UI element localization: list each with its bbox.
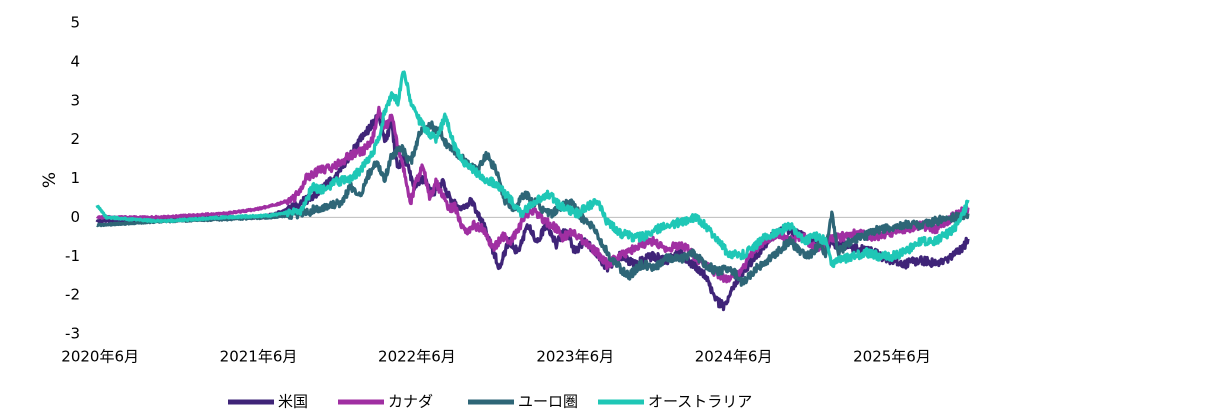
x-tick-label: 2020年6月: [61, 348, 139, 366]
x-tick-label: 2025年6月: [853, 348, 931, 366]
legend-label: オーストラリア: [648, 393, 752, 411]
y-tick-label: 1: [70, 169, 80, 187]
series-lines: [95, 70, 970, 312]
y-tick-label: 0: [70, 208, 80, 226]
legend-label: 米国: [278, 393, 308, 411]
y-tick-label: -2: [65, 286, 80, 304]
y-tick-label: 5: [70, 14, 80, 32]
x-tick-label: 2024年6月: [695, 348, 773, 366]
legend-label: ユーロ圏: [518, 393, 578, 411]
y-tick-label: 2: [70, 130, 80, 148]
x-axis-ticks: 2020年6月 2021年6月 2022年6月 2023年6月 2024年6月 2025年…: [61, 348, 931, 366]
x-tick-label: 2021年6月: [220, 348, 298, 366]
y-tick-label: 3: [70, 91, 80, 109]
y-axis-label: %: [40, 172, 60, 188]
legend-label: カナダ: [388, 393, 433, 411]
x-tick-label: 2022年6月: [378, 348, 456, 366]
legend: 米国 カナダ ユーロ圏 オーストラリア: [228, 393, 752, 411]
series-line-3: [95, 70, 970, 269]
y-tick-label: -1: [65, 247, 80, 265]
y-tick-label: 4: [70, 52, 80, 70]
y-axis-ticks: 5 4 3 2 1 0 -1 -2 -3: [65, 14, 80, 343]
x-tick-label: 2023年6月: [536, 348, 614, 366]
y-tick-label: -3: [65, 325, 80, 343]
